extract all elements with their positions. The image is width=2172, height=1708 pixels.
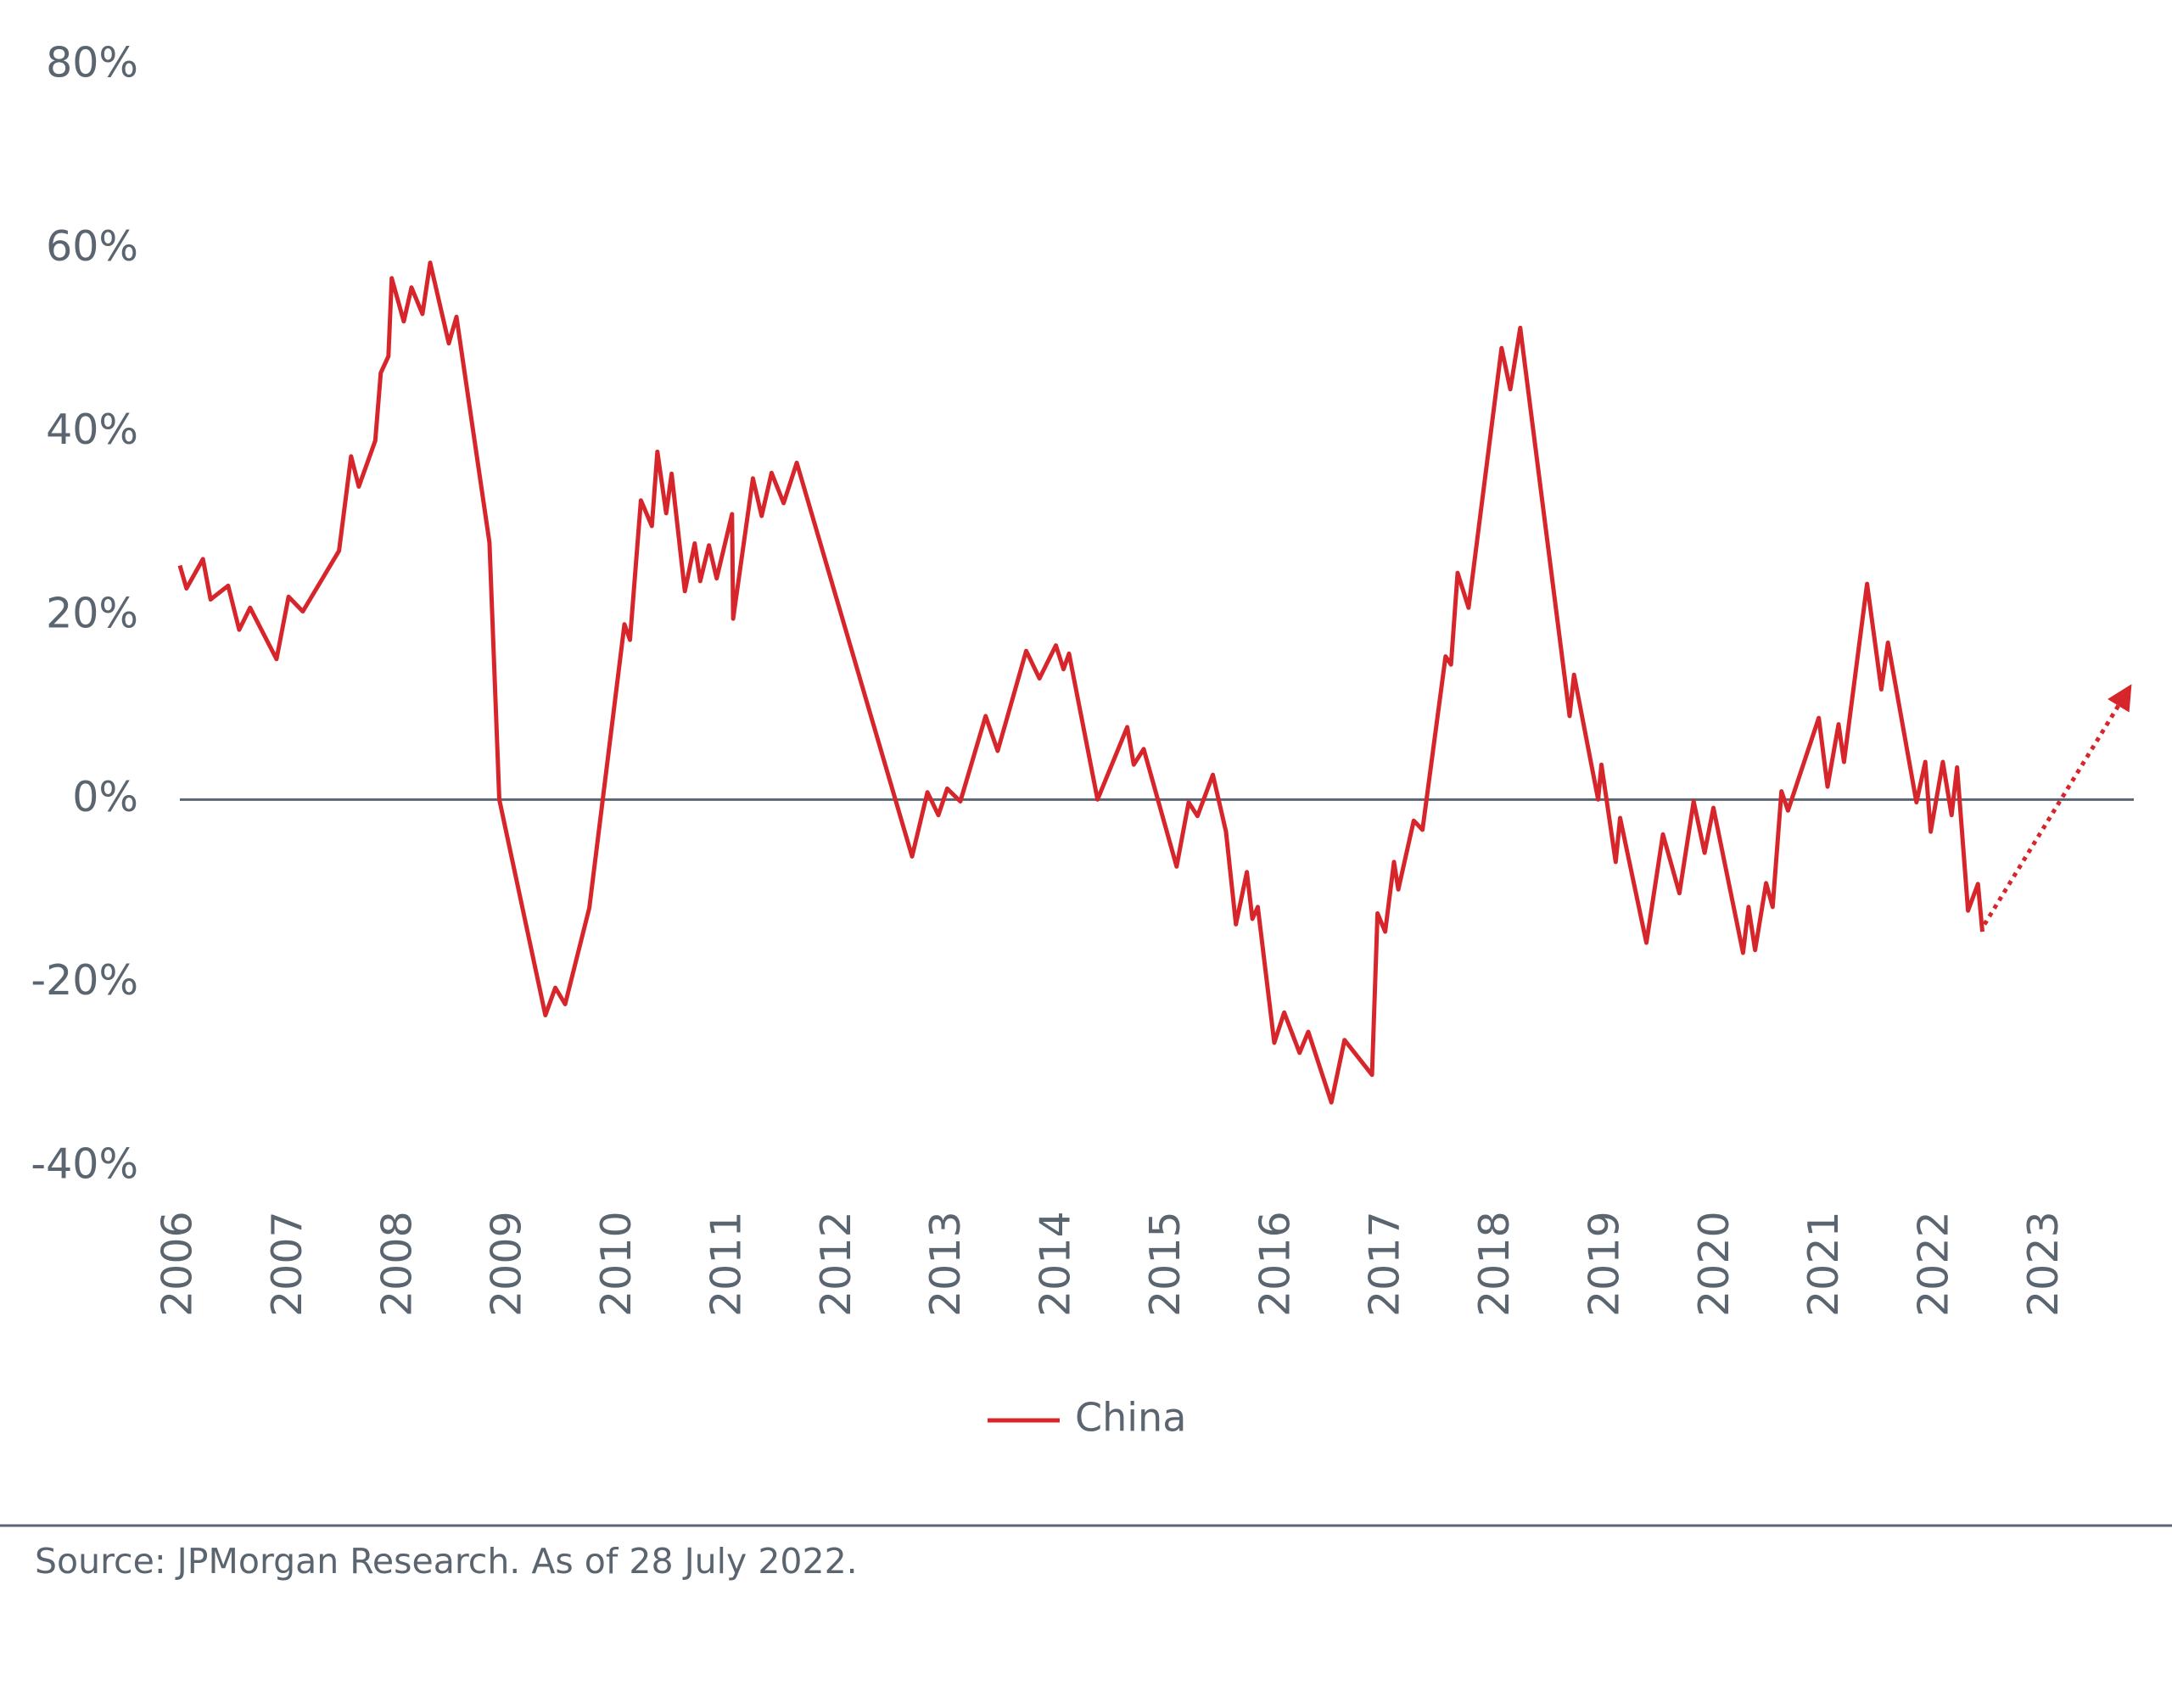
x-tick-label: 2010 [592, 1211, 641, 1317]
y-tick-label: 0% [72, 773, 138, 821]
forecast-line [1982, 684, 2132, 926]
x-tick-label: 2014 [1032, 1211, 1080, 1317]
x-tick-label: 2022 [1910, 1211, 1958, 1317]
x-tick-label: 2006 [154, 1211, 202, 1317]
x-tick-label: 2017 [1361, 1211, 1409, 1317]
x-tick-label: 2020 [1690, 1211, 1738, 1317]
y-tick-label: 40% [46, 406, 138, 454]
source-note: Source: JPMorgan Research. As of 28 July… [35, 1541, 858, 1582]
x-tick-label: 2016 [1251, 1211, 1299, 1317]
x-tick-label: 2012 [812, 1211, 860, 1317]
y-tick-label: 60% [46, 222, 138, 271]
x-tick-label: 2008 [372, 1211, 421, 1317]
y-tick-label: -40% [31, 1140, 138, 1189]
y-tick-label: 80% [46, 39, 138, 87]
x-tick-label: 2019 [1580, 1211, 1628, 1317]
x-tick-label: 2013 [921, 1211, 970, 1317]
y-tick-label: -20% [31, 956, 138, 1005]
x-tick-label: 2021 [1800, 1211, 1848, 1317]
x-tick-label: 2018 [1470, 1211, 1519, 1317]
x-tick-label: 2015 [1141, 1211, 1190, 1317]
legend-label: China [1075, 1395, 1186, 1441]
x-tick-label: 2007 [263, 1211, 311, 1317]
x-tick-label: 2011 [702, 1211, 750, 1317]
y-tick-label: 20% [46, 590, 138, 638]
x-tick-label: 2023 [2019, 1211, 2068, 1317]
x-tick-label: 2009 [483, 1211, 531, 1317]
data-line [177, 260, 1984, 1105]
